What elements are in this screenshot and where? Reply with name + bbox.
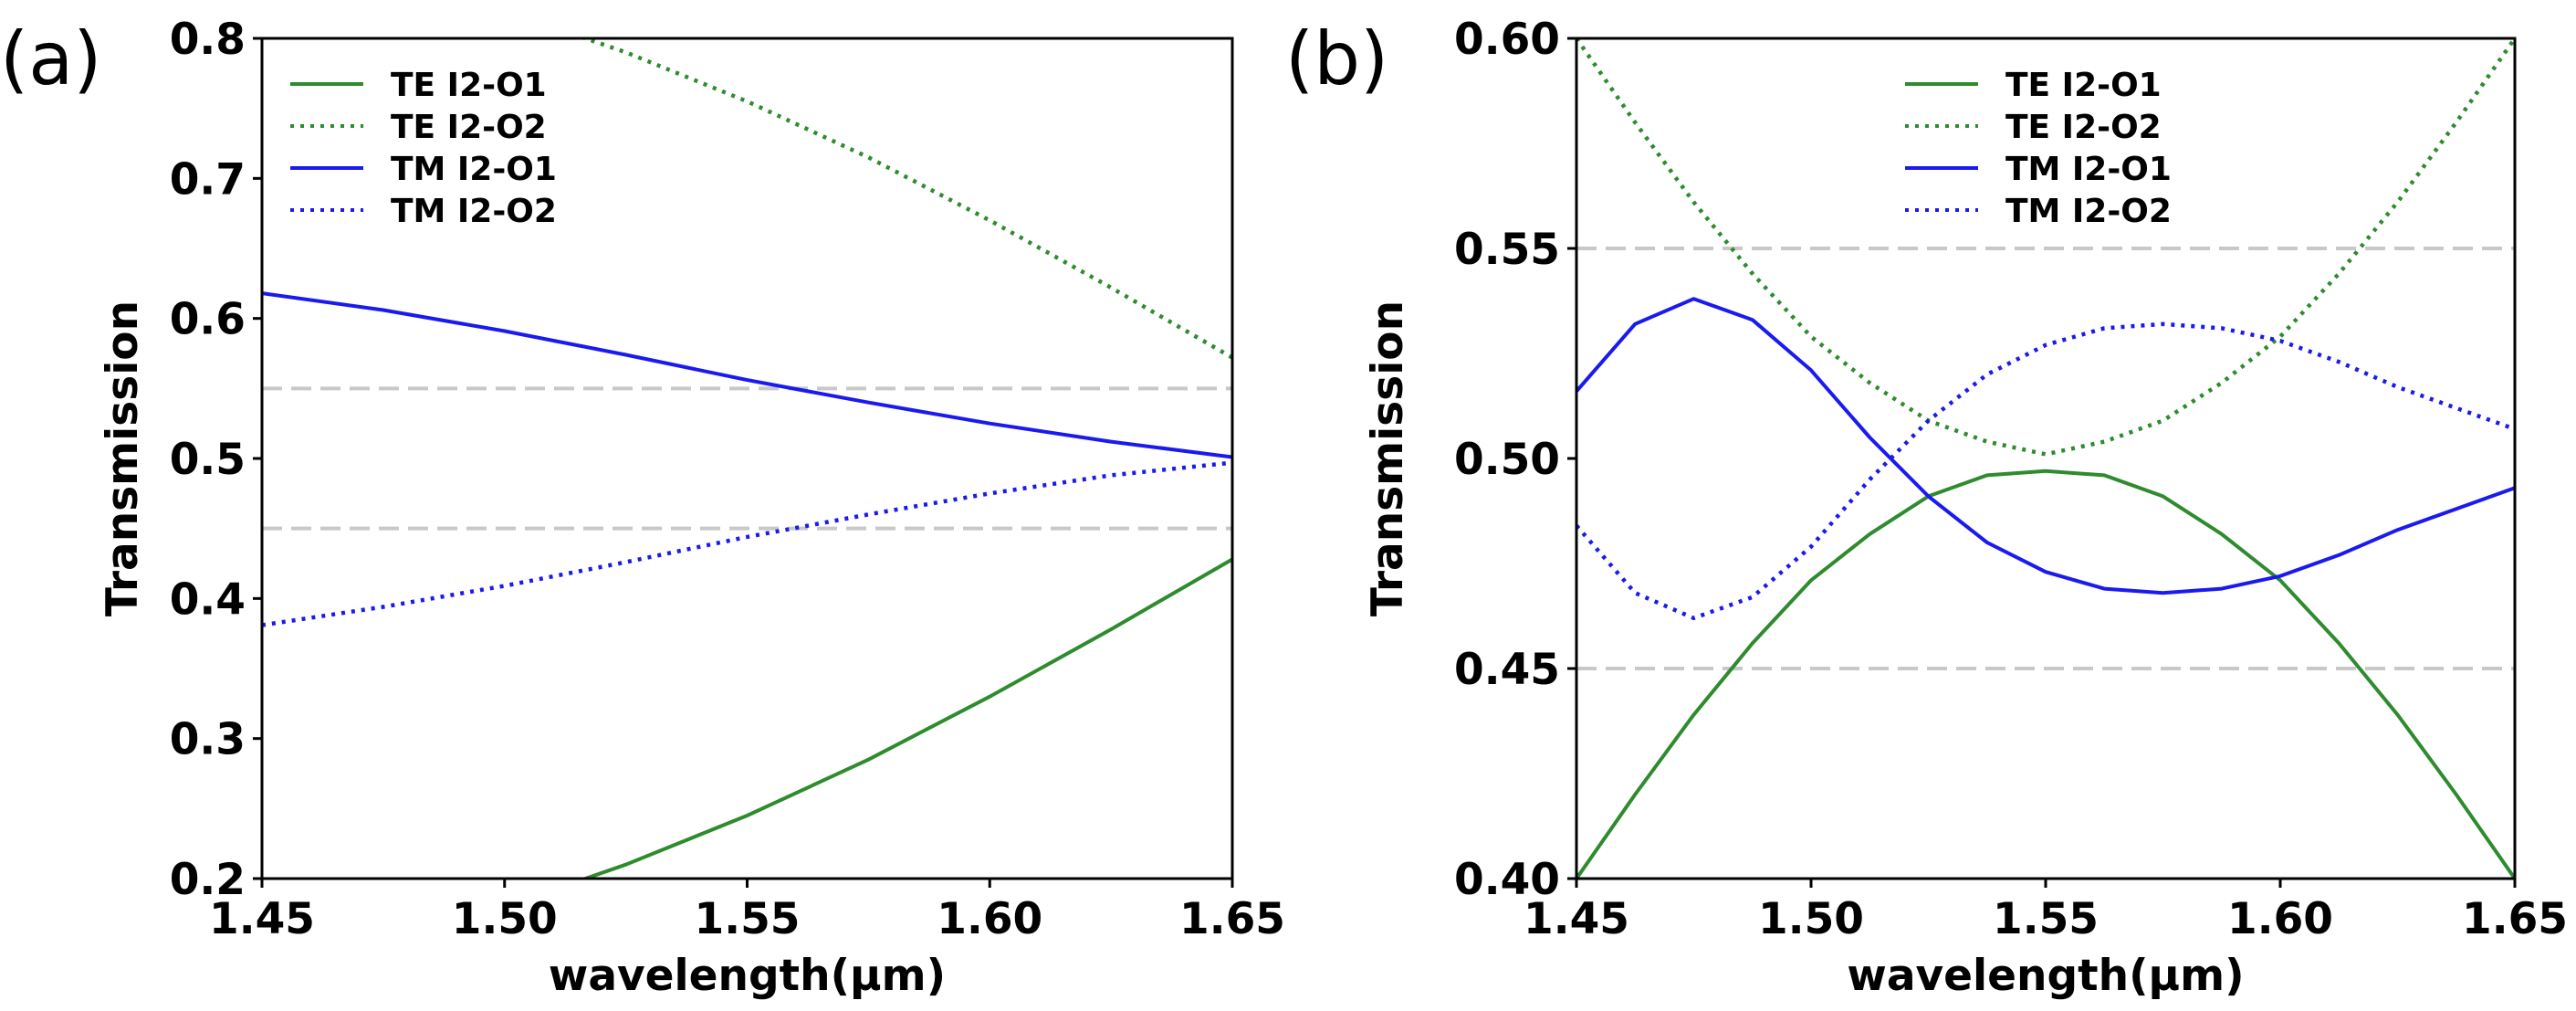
y-tick-label: 0.60 — [1454, 15, 1560, 65]
y-tick-label: 0.4 — [170, 574, 246, 625]
x-tick-label: 1.50 — [1758, 894, 1864, 944]
series-line-te-i2-o1 — [580, 557, 1232, 879]
y-tick-label: 0.50 — [1454, 435, 1560, 485]
x-tick-label: 1.55 — [1993, 894, 2099, 944]
x-tick-label: 1.45 — [209, 894, 315, 944]
series-group — [1576, 38, 2515, 879]
y-tick-label: 0.40 — [1454, 855, 1560, 905]
legend-label: TM I2-O2 — [2005, 193, 2172, 230]
legend-label: TM I2-O2 — [391, 193, 557, 230]
panel-label: (b) — [1285, 16, 1388, 101]
x-tick-label: 1.45 — [1524, 894, 1629, 944]
y-tick-label: 0.8 — [170, 15, 246, 65]
legend-label: TM I2-O1 — [2005, 151, 2172, 188]
series-line-te-i2-o2 — [1576, 38, 2515, 457]
chart-panel-b: 1.45 1.50 1.55 1.60 1.65 0.40 0.45 0.50 0.55 0.60… — [1285, 15, 2568, 1001]
series-group — [262, 38, 1232, 879]
legend-label: TE I2-O1 — [2005, 67, 2162, 104]
x-tick-label: 1.65 — [1179, 894, 1285, 944]
series-line-tm-i2-o2 — [1576, 321, 2515, 621]
legend-label: TE I2-O2 — [2005, 109, 2162, 146]
x-tick-label: 1.55 — [695, 894, 801, 944]
y-tick-label: 0.5 — [170, 435, 246, 485]
y-tick-label: 0.45 — [1454, 645, 1560, 695]
series-line-tm-i2-o2 — [262, 460, 1232, 627]
series-line-tm-i2-o1 — [262, 291, 1232, 459]
y-tick-label: 0.7 — [170, 154, 246, 205]
x-tick-label: 1.60 — [937, 894, 1042, 944]
x-axis-label: wavelength(μm) — [549, 951, 946, 1001]
chart-panel-a: 1.45 1.50 1.55 1.60 1.65 0.2 0.3 0.4 0.5 0.6 0.7 0.… — [0, 15, 1285, 1001]
y-axis-label: Transmission — [1363, 300, 1413, 616]
x-tick-label: 1.50 — [452, 894, 558, 944]
x-tick-label: 1.60 — [2227, 894, 2333, 944]
x-tick-label: 1.65 — [2462, 894, 2568, 944]
series-line-te-i2-o1 — [1576, 469, 2515, 879]
y-tick-label: 0.2 — [170, 855, 246, 905]
legend-label: TM I2-O1 — [391, 151, 557, 188]
y-tick-label: 0.3 — [170, 715, 246, 765]
y-axis-label: Transmission — [98, 300, 148, 616]
legend-label: TE I2-O1 — [391, 67, 547, 104]
series-line-tm-i2-o1 — [1576, 297, 2515, 595]
y-tick-label: 0.6 — [170, 295, 246, 345]
panel-label: (a) — [0, 16, 101, 101]
y-tick-label: 0.55 — [1454, 225, 1560, 275]
x-axis-label: wavelength(μm) — [1847, 951, 2244, 1001]
legend-label: TE I2-O2 — [391, 109, 547, 146]
